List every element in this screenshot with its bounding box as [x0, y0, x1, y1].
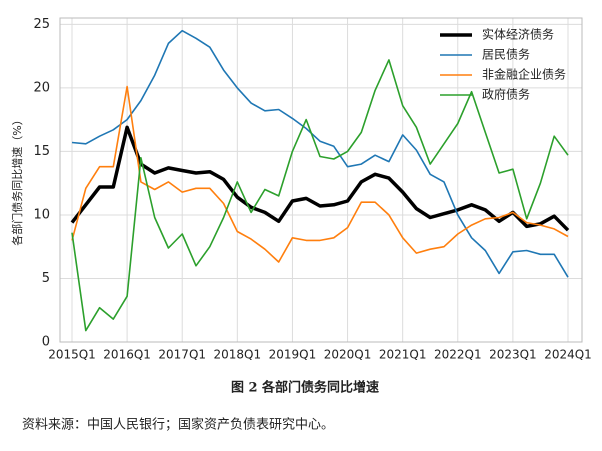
y-axis-label: 各部门债务同比增速（%）	[10, 114, 24, 245]
y-tick-label: 25	[33, 17, 50, 32]
x-tick-label: 2016Q1	[103, 348, 151, 362]
caption: 图 2 各部门债务同比增速	[231, 380, 379, 396]
y-tick-label: 0	[42, 335, 50, 350]
x-tick-label: 2020Q1	[324, 348, 372, 362]
x-tick-label: 2024Q1	[544, 348, 592, 362]
legend-label: 实体经济债务	[482, 27, 554, 42]
legend-label: 居民债务	[482, 47, 530, 62]
legend-label: 非金融企业债务	[482, 67, 566, 82]
source: 资料来源：中国人民银行；国家资产负债表研究中心。	[22, 417, 334, 433]
series-line	[71, 29, 569, 278]
series-line	[70, 125, 570, 232]
y-tick-label: 5	[42, 271, 50, 286]
y-tick-label: 20	[33, 80, 50, 95]
series-line	[71, 85, 569, 263]
x-tick-label: 2018Q1	[214, 348, 262, 362]
y-tick-label: 15	[33, 144, 50, 159]
x-tick-label: 2023Q1	[489, 348, 537, 362]
y-tick-label: 10	[33, 207, 50, 222]
x-tick-label: 2017Q1	[158, 348, 206, 362]
x-tick-label: 2021Q1	[379, 348, 427, 362]
series-line	[71, 59, 569, 332]
x-tick-label: 2022Q1	[434, 348, 482, 362]
plot-frame	[59, 17, 583, 343]
x-tick-label: 2015Q1	[48, 348, 96, 362]
legend-label: 政府债务	[482, 87, 530, 102]
x-tick-label: 2019Q1	[269, 348, 317, 362]
